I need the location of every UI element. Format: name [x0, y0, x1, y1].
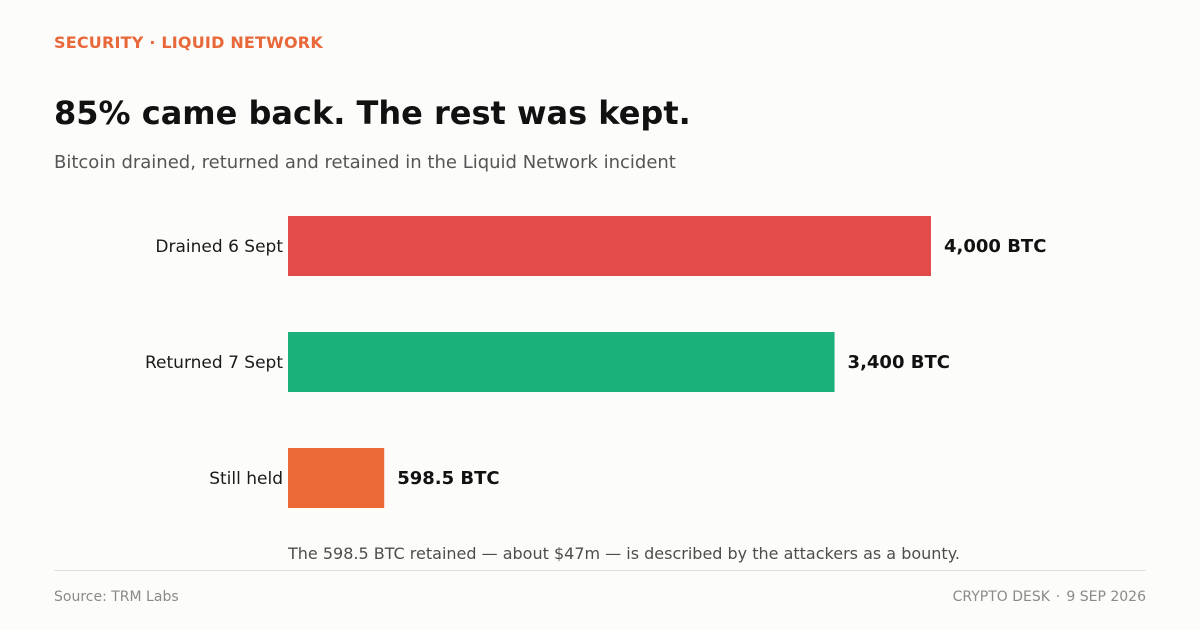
source-note: Source: TRM Labs — [54, 589, 179, 605]
publisher-credit: CRYPTO DESK · 9 SEP 2026 — [953, 589, 1146, 605]
bar-still-held — [288, 448, 385, 508]
category-label-returned-7-sept: Returned 7 Sept — [145, 353, 283, 373]
bar-drained-6-sept — [288, 216, 931, 276]
category-label-still-held: Still held — [209, 469, 283, 489]
publish-date: 9 SEP 2026 — [1066, 589, 1146, 605]
chart-annotation: The 598.5 BTC retained — about $47m — is… — [288, 544, 960, 563]
bar-returned-7-sept — [288, 332, 835, 392]
value-label-returned-7-sept: 3,400 BTC — [848, 352, 950, 373]
footer-divider — [54, 570, 1146, 571]
page-subtitle: Bitcoin drained, returned and retained i… — [54, 152, 676, 173]
page-title: 85% came back. The rest was kept. — [54, 94, 691, 132]
kicker: SECURITY · LIQUID NETWORK — [54, 33, 323, 52]
value-label-still-held: 598.5 BTC — [397, 468, 499, 489]
category-label-drained-6-sept: Drained 6 Sept — [155, 237, 283, 257]
credit-separator: · — [1055, 589, 1061, 605]
publisher-name: CRYPTO DESK — [952, 589, 1050, 605]
value-label-drained-6-sept: 4,000 BTC — [944, 236, 1046, 257]
